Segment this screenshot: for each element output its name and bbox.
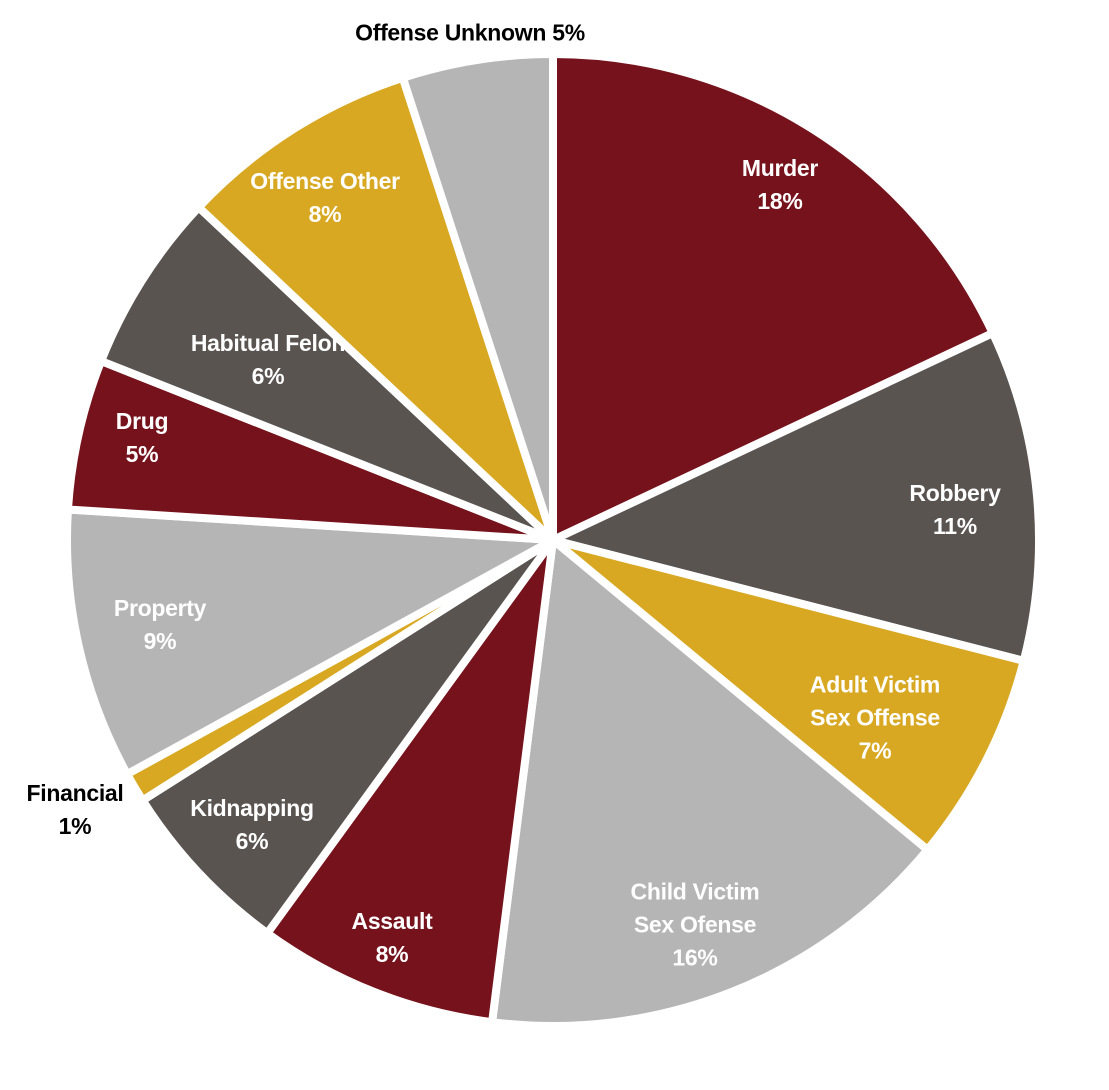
- category-label: Habitual Felon: [190, 330, 346, 356]
- pie-slice: [263, 536, 557, 1027]
- category-label: Kidnapping: [190, 795, 314, 821]
- value-label: 6%: [235, 828, 269, 854]
- pie-slice: [138, 536, 557, 938]
- value-label: 18%: [757, 188, 803, 214]
- slice-label: Assault 8%: [352, 905, 433, 971]
- pie-slice: [97, 203, 557, 544]
- value-label: 6%: [251, 363, 285, 389]
- category-label: Adult Victim Sex Offense: [809, 671, 941, 731]
- value-label: 7%: [858, 737, 892, 764]
- category-label: Robbery: [909, 480, 1001, 506]
- slice-label: Financial 1%: [27, 777, 124, 843]
- slice-label: Murder 18%: [742, 152, 818, 218]
- pie-slice: [194, 73, 557, 544]
- value-label: 5%: [125, 441, 159, 467]
- slice-label: Offense Unknown 5%: [355, 17, 585, 50]
- value-label: 5%: [552, 19, 585, 46]
- category-label: Financial: [26, 780, 124, 806]
- value-label: 11%: [933, 513, 977, 539]
- category-label: Property: [113, 595, 207, 621]
- value-label: 9%: [143, 628, 177, 654]
- category-label: Offense Unknown: [355, 19, 547, 46]
- value-label: 1%: [58, 813, 92, 839]
- slice-label: Drug 5%: [115, 405, 169, 471]
- pie-slice: [549, 536, 1028, 854]
- slice-label: Kidnapping 6%: [190, 792, 314, 858]
- category-label: Child Victim Sex Ofense: [630, 878, 760, 938]
- category-label: Murder: [741, 155, 819, 181]
- slice-label: Property 9%: [114, 592, 206, 658]
- value-label: 8%: [375, 941, 409, 967]
- category-label: Assault: [351, 908, 433, 934]
- slice-label: Habitual Felon 6%: [190, 327, 346, 393]
- category-label: Drug: [115, 408, 169, 434]
- slice-label: Offense Other 8%: [250, 165, 400, 231]
- slice-label: Adult Victim Sex Offense 7%: [793, 669, 958, 768]
- slice-label: Robbery 11%: [909, 477, 1001, 543]
- pie-slice: [549, 50, 997, 544]
- value-label: 8%: [308, 201, 342, 227]
- pie-slice: [63, 505, 557, 779]
- value-label: 16%: [672, 944, 718, 971]
- pie-slice: [488, 536, 932, 1030]
- category-label: Offense Other: [250, 168, 400, 194]
- slice-label: Child Victim Sex Ofense 16%: [613, 876, 778, 975]
- pie-slice: [549, 329, 1043, 665]
- pie-slice: [398, 50, 557, 544]
